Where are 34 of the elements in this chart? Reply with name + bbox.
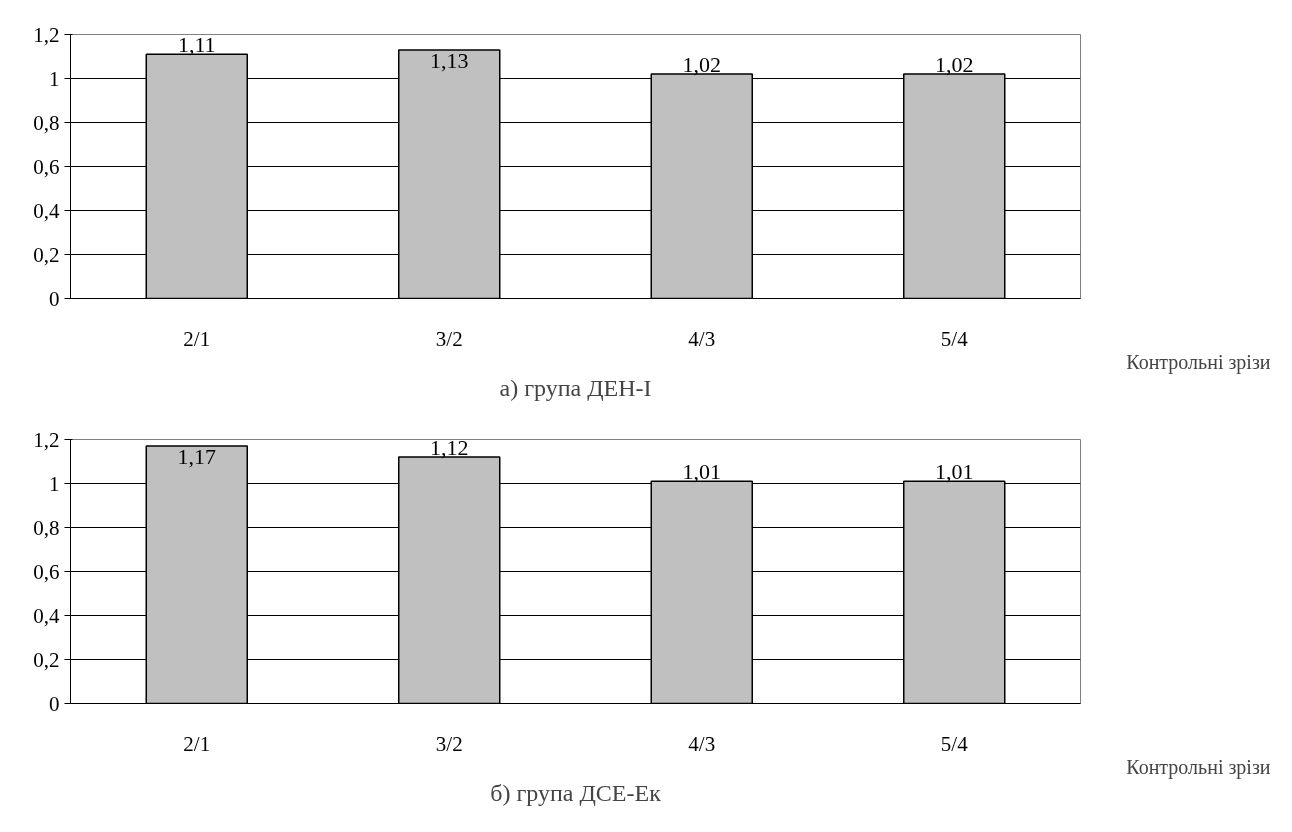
- x-tick-label: 4/3: [688, 731, 716, 756]
- x-tick-label: 5/4: [940, 326, 969, 351]
- x-axis-title: Контрольні зрізи: [1126, 755, 1271, 779]
- y-tick-label: 1: [49, 471, 60, 496]
- data-label: 1,01: [682, 459, 721, 485]
- y-tick-label: 1,2: [33, 427, 60, 452]
- data-label: 1,11: [177, 32, 216, 58]
- x-axis-title: Контрольні зрізи: [1126, 350, 1271, 374]
- data-label: 1,17: [177, 444, 216, 470]
- y-tick-label: 0: [49, 286, 60, 311]
- y-tick-label: 0,6: [33, 154, 60, 179]
- text: б) група ДСЕ-Ек: [490, 779, 662, 806]
- y-tick-label: 0,8: [33, 515, 60, 540]
- data-label: 1,02: [935, 52, 974, 78]
- x-tick-label: 5/4: [940, 731, 969, 756]
- y-tick-label: 1: [49, 66, 60, 91]
- x-tick-label: 4/3: [688, 326, 716, 351]
- y-tick-label: 0,4: [33, 603, 60, 628]
- x-tick-label: 3/2: [435, 731, 463, 756]
- data-label: 1,13: [430, 47, 469, 73]
- y-tick-label: 0,2: [33, 647, 60, 672]
- data-label: 1,12: [430, 435, 469, 461]
- y-tick-label: 0,2: [33, 242, 60, 267]
- y-tick-label: 0,4: [33, 198, 60, 223]
- x-tick-label: 2/1: [183, 731, 211, 756]
- y-tick-label: 0: [49, 691, 60, 716]
- y-tick-label: 0,8: [33, 110, 60, 135]
- data-label: 1,02: [682, 52, 721, 78]
- x-tick-label: 3/2: [435, 326, 463, 351]
- data-label: 1,01: [935, 459, 974, 485]
- text: а) група ДЕН-І: [499, 374, 652, 401]
- y-tick-label: 0,6: [33, 559, 60, 584]
- x-tick-label: 2/1: [183, 326, 211, 351]
- y-tick-label: 1,2: [33, 22, 60, 47]
